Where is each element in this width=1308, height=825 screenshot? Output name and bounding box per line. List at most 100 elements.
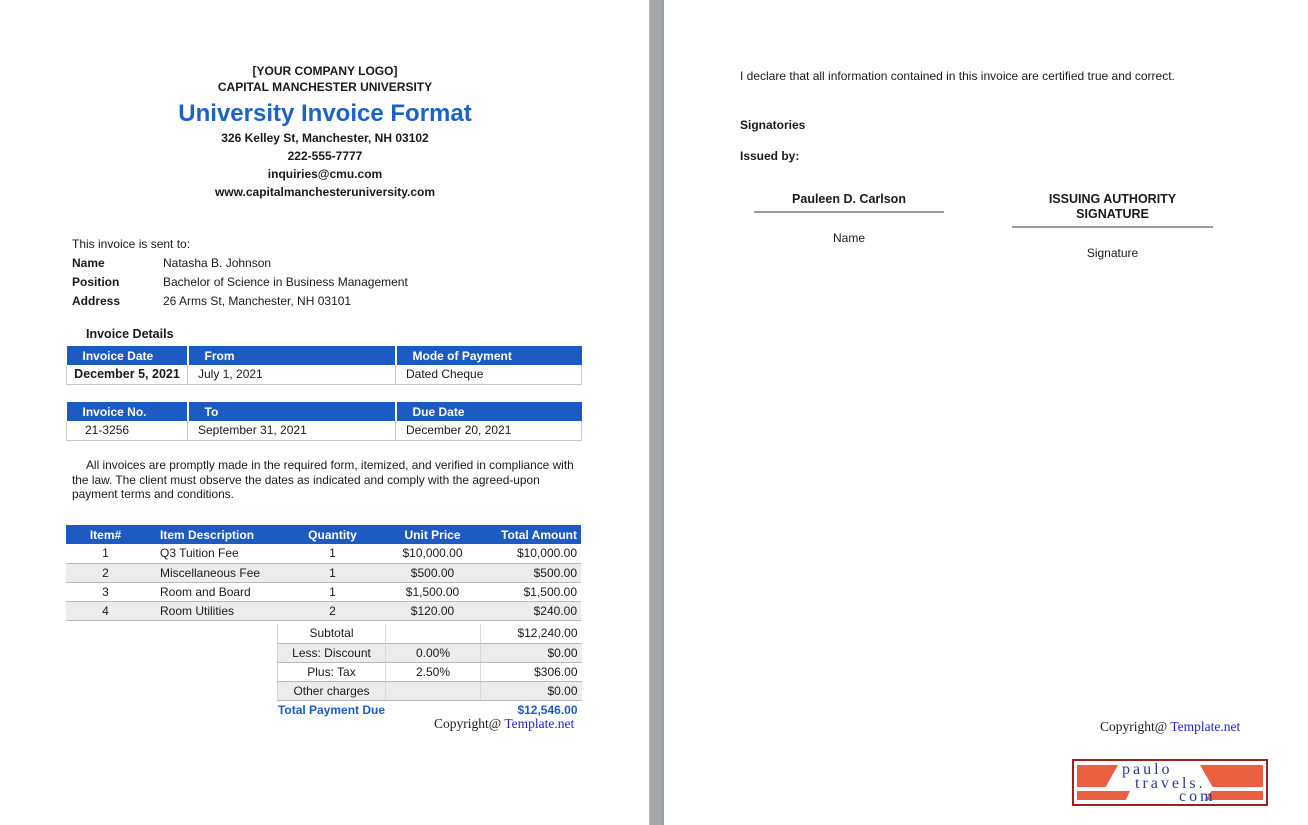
column-header-invoice-date: Invoice Date [66,346,188,365]
item-number: 2 [66,563,145,583]
logo-shape-bottom-right [1205,791,1263,800]
item-total: $1,500.00 [480,582,581,602]
invoice-details-table-2: Invoice No. To Due Date 21-3256 Septembe… [66,402,582,441]
invoice-page-2: I declare that all information contained… [664,0,1308,825]
logo-shape-bottom-left [1077,791,1130,800]
column-header-mode-of-payment: Mode of Payment [394,346,582,365]
page-divider [649,0,664,825]
subtotal-label: Subtotal [277,624,386,644]
copyright-prefix: Copyright@ [1100,719,1168,734]
item-unit-price: $120.00 [385,601,480,621]
template-net-link[interactable]: Template.net [1170,719,1241,734]
declaration-text: I declare that all information contained… [740,69,1175,83]
table-header-row: Item# Item Description Quantity Unit Pri… [66,525,581,544]
recipient-name-value: Natasha B. Johnson [163,256,272,270]
table-row: 3 Room and Board 1 $1,500.00 $1,500.00 [66,582,581,602]
company-email: inquiries@cmu.com [267,167,383,181]
item-unit-price: $10,000.00 [385,544,480,564]
recipient-position-label: Position [72,275,120,289]
copyright-prefix: Copyright@ [434,716,502,731]
item-description: Room and Board [145,582,280,602]
column-header-total-amount: Total Amount [480,525,581,544]
copyright-notice: Copyright@ Template.net [434,716,574,732]
column-header-item-no: Item# [66,525,145,544]
item-quantity: 2 [280,601,385,621]
table-header-row: Invoice Date From Mode of Payment [66,346,582,365]
totals-table: Subtotal $12,240.00 Less: Discount 0.00%… [277,624,582,719]
invoice-details-table-1: Invoice Date From Mode of Payment Decemb… [66,346,582,385]
table-row: 21-3256 September 31, 2021 December 20, … [66,421,582,441]
tax-label: Plus: Tax [277,662,386,682]
tax-value: $306.00 [480,662,582,682]
logo-shape-top-right [1200,765,1263,787]
table-header-row: Invoice No. To Due Date [66,402,582,421]
issuing-authority-label: ISSUING AUTHORITY SIGNATURE [1048,192,1177,221]
signatory-name: Pauleen D. Carlson [792,192,906,206]
subtotal-row: Subtotal $12,240.00 [277,624,582,644]
signature-line [754,211,944,213]
column-header-invoice-no: Invoice No. [66,402,188,421]
template-net-link[interactable]: Template.net [504,716,575,731]
table-row: December 5, 2021 July 1, 2021 Dated Cheq… [66,365,582,385]
company-address: 326 Kelley St, Manchester, NH 03102 [221,131,429,145]
other-charges-row: Other charges $0.00 [277,681,582,701]
subtotal-value: $12,240.00 [480,624,582,644]
due-date-value: December 20, 2021 [395,421,582,441]
recipient-row-name: Name Natasha B. Johnson [72,256,552,271]
table-row: 4 Room Utilities 2 $120.00 $240.00 [66,601,581,621]
page-title: University Invoice Format [178,100,472,127]
other-charges-value: $0.00 [480,681,582,701]
terms-paragraph: All invoices are promptly made in the re… [72,458,574,502]
logo-text-line3: com [1179,788,1216,805]
signature-caption: Signature [1086,246,1139,260]
invoice-page-1: [YOUR COMPANY LOGO] CAPITAL MANCHESTER U… [0,0,650,825]
subtotal-pct [385,624,481,644]
logo-text-line1: paulo [1122,761,1173,778]
line-items-table: Item# Item Description Quantity Unit Pri… [66,525,581,621]
company-name: CAPITAL MANCHESTER UNIVERSITY [217,80,433,94]
company-website: www.capitalmanchesteruniversity.com [214,185,436,199]
paulo-travels-logo: paulo travels. com [1072,759,1268,806]
item-total: $10,000.00 [480,544,581,564]
item-number: 3 [66,582,145,602]
to-date-value: September 31, 2021 [187,421,396,441]
item-total: $240.00 [480,601,581,621]
column-header-from: From [186,346,396,365]
recipient-row-address: Address 26 Arms St, Manchester, NH 03101 [72,294,552,309]
invoice-no-value: 21-3256 [66,421,188,441]
total-payment-due-value: $12,546.00 [517,702,578,717]
recipient-row-position: Position Bachelor of Science in Business … [72,275,552,290]
company-logo-placeholder: [YOUR COMPANY LOGO] [252,64,398,78]
item-description: Miscellaneous Fee [145,563,280,583]
item-quantity: 1 [280,544,385,564]
invoice-date-value: December 5, 2021 [66,365,188,385]
item-unit-price: $500.00 [385,563,480,583]
discount-row: Less: Discount 0.00% $0.00 [277,643,582,663]
total-payment-due-row: Total Payment Due $12,546.00 [278,700,582,719]
other-charges-pct [385,681,481,701]
total-payment-due-label: Total Payment Due [277,702,386,717]
tax-pct: 2.50% [385,662,481,682]
column-header-quantity: Quantity [280,525,385,544]
item-unit-price: $1,500.00 [385,582,480,602]
recipient-intro: This invoice is sent to: [72,237,191,251]
signature-line [1012,226,1213,228]
recipient-address-label: Address [72,294,121,308]
logo-text-line2: travels. [1135,775,1206,792]
discount-label: Less: Discount [277,643,386,663]
company-phone: 222-555-7777 [287,149,363,163]
item-number: 1 [66,544,145,564]
recipient-name-label: Name [72,256,105,270]
tax-row: Plus: Tax 2.50% $306.00 [277,662,582,682]
signature-caption: Name [832,231,865,245]
item-quantity: 1 [280,582,385,602]
issued-by-label: Issued by: [740,149,800,163]
signatories-heading: Signatories [740,118,806,132]
invoice-details-heading: Invoice Details [86,327,174,341]
item-description: Room Utilities [145,601,280,621]
column-header-due-date: Due Date [394,402,582,421]
column-header-to: To [186,402,396,421]
discount-value: $0.00 [480,643,582,663]
recipient-address-value: 26 Arms St, Manchester, NH 03101 [163,294,352,308]
